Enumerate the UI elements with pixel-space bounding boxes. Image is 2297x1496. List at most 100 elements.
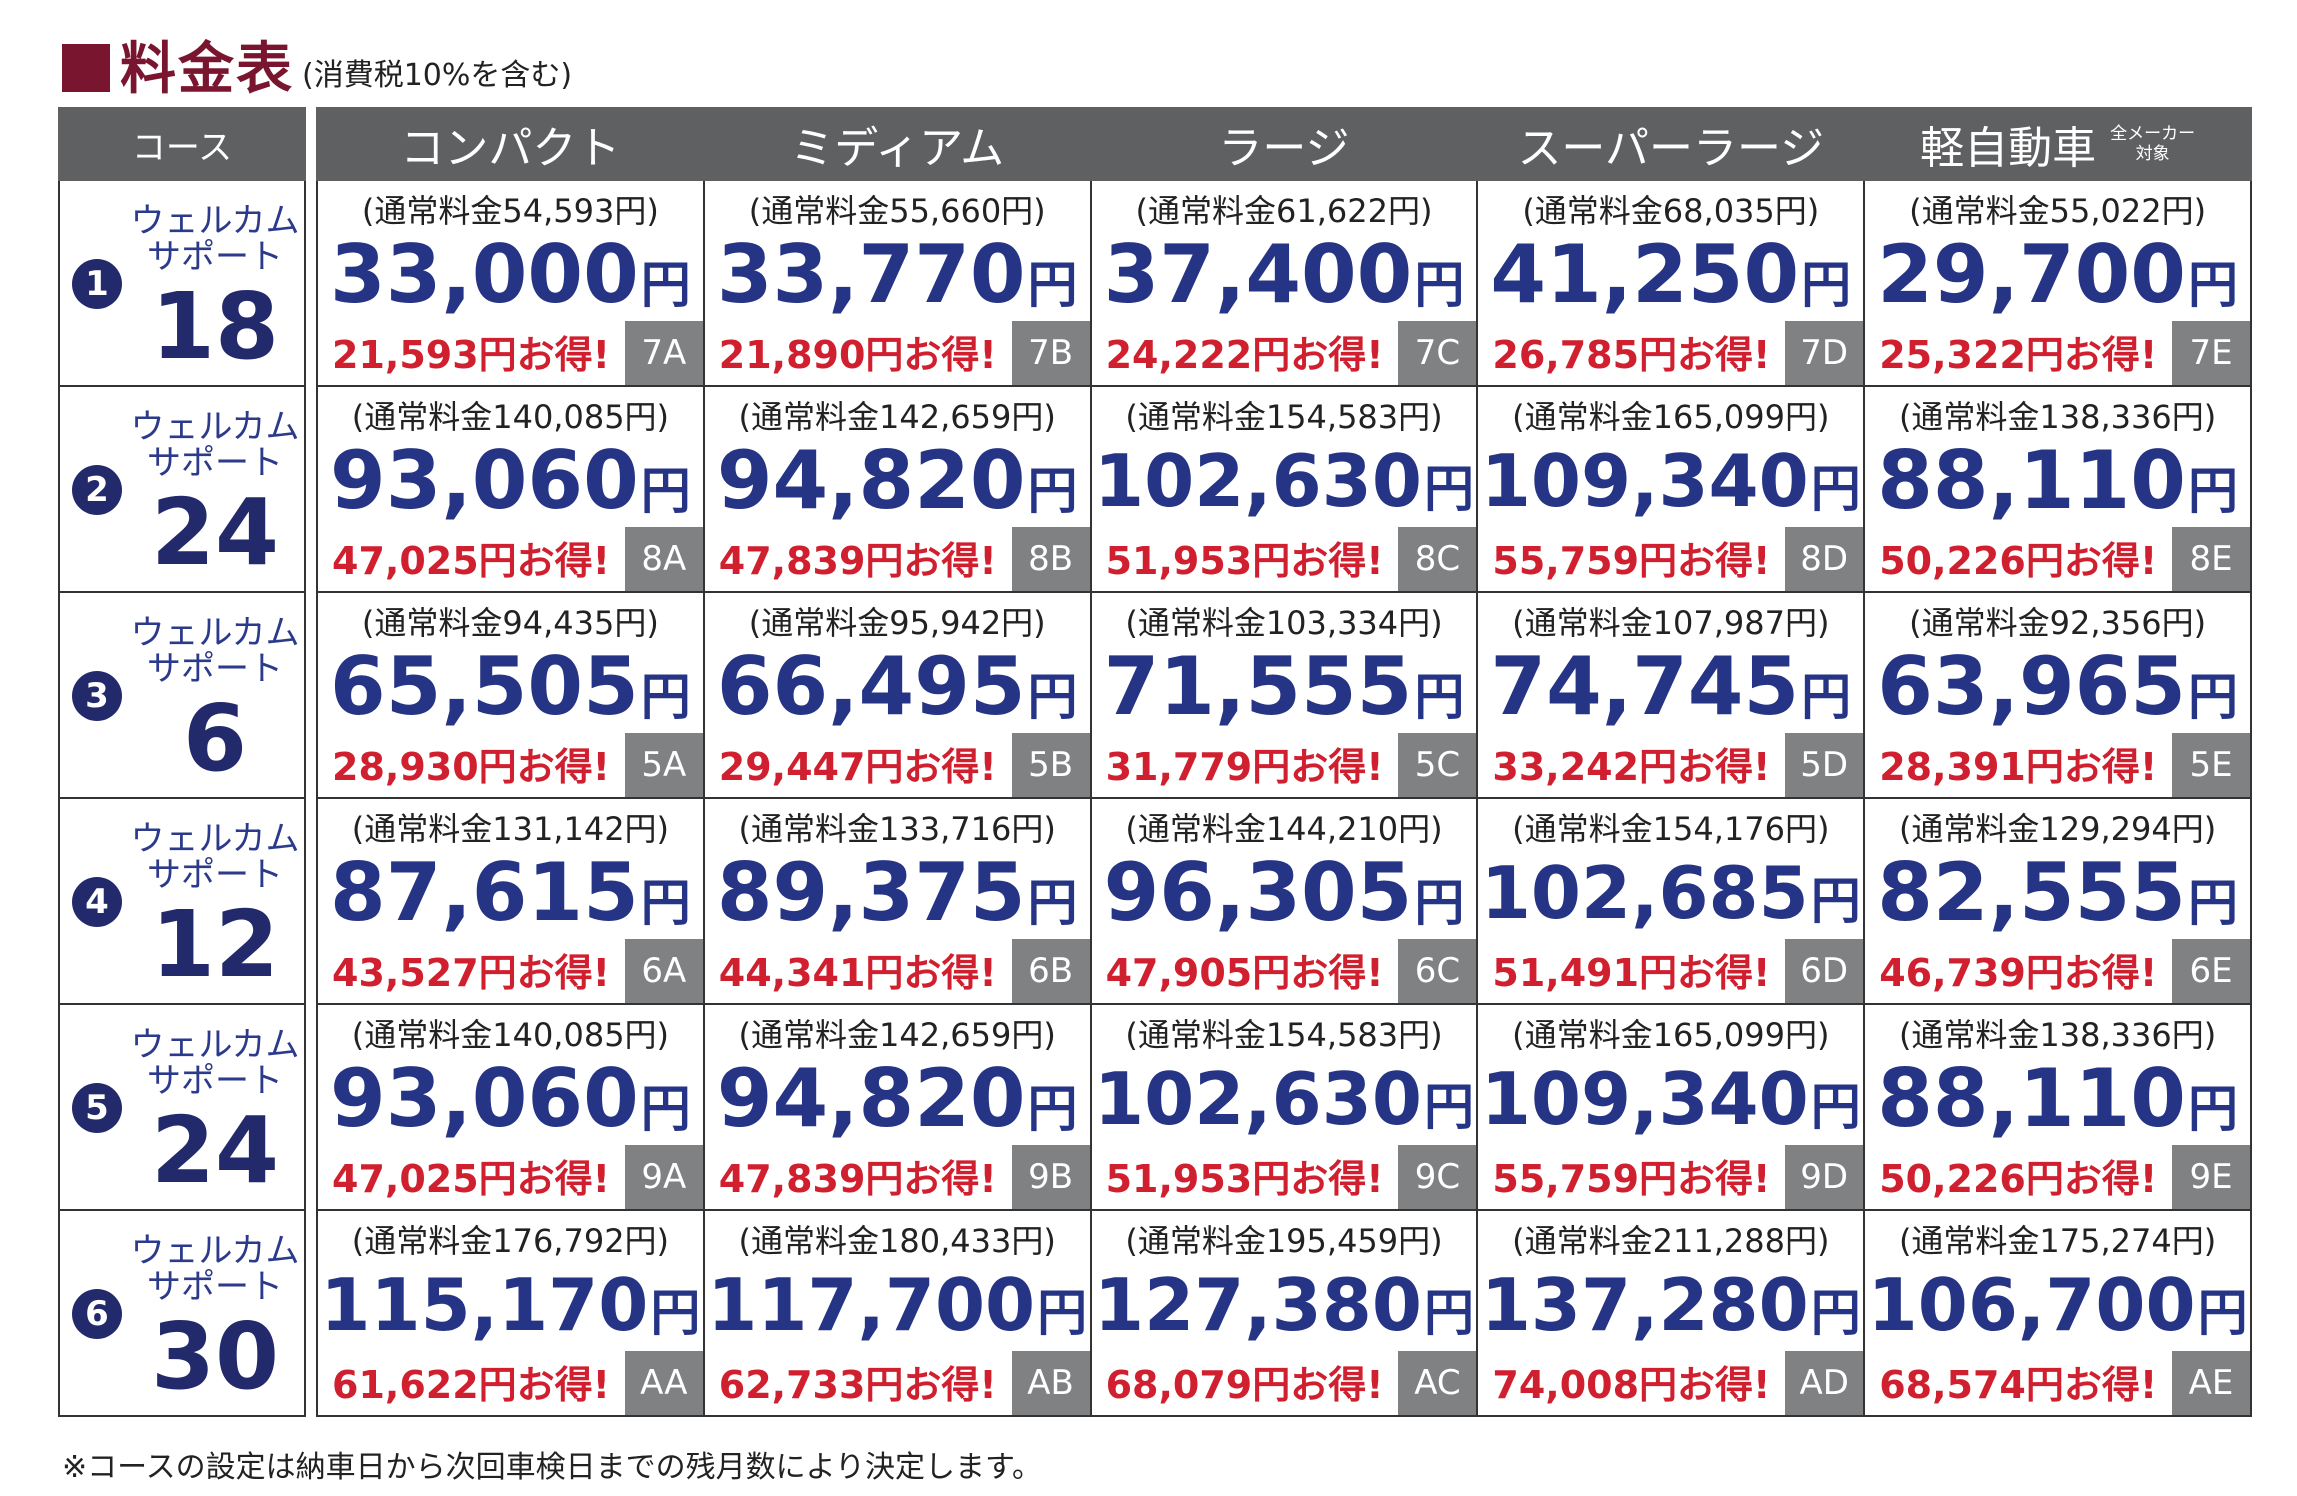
price-unit: 円 xyxy=(1027,668,1078,726)
course-cell: 2 ウェルカム サポート 24 xyxy=(58,385,306,593)
regular-price: (通常料金68,035円) xyxy=(1522,192,1820,230)
page-title: 料金表 (消費税10%を含む) xyxy=(62,22,572,102)
plan-code: 7C xyxy=(1398,321,1476,384)
course-months: 24 xyxy=(150,1097,280,1204)
discount-price: 127,380円 xyxy=(1093,1259,1476,1359)
title-subtitle: (消費税10%を含む) xyxy=(302,58,573,93)
course-row: 5 ウェルカム サポート 24 xyxy=(58,1003,306,1211)
column-header: スーパーラージ xyxy=(1476,107,1866,181)
price-unit: 円 xyxy=(2187,462,2238,520)
regular-price: (通常料金142,659円) xyxy=(738,1016,1056,1054)
price-value: 63,965 xyxy=(1877,640,2186,733)
price-value: 71,555 xyxy=(1103,640,1413,733)
plan-code: 5D xyxy=(1785,733,1863,796)
column-header-label: ミディアム xyxy=(790,123,1005,174)
column-header-note: 全メーカー 対象 xyxy=(2110,124,2196,164)
regular-price: (通常料金55,660円) xyxy=(748,192,1046,230)
saving-amount: 46,739円お得! xyxy=(1879,951,2158,995)
price-value: 74,745 xyxy=(1490,640,1800,733)
course-number-badge: 5 xyxy=(72,1083,122,1133)
price-cell: (通常料金129,294円) 82,555円 46,739円お得! 6E xyxy=(1863,797,2252,1005)
plan-code: 7B xyxy=(1011,321,1089,384)
saving-amount: 33,242円お得! xyxy=(1492,745,1771,789)
price-cell: (通常料金154,583円) 102,630円 51,953円お得! 9C xyxy=(1089,1003,1479,1211)
plan-code: 6E xyxy=(2172,939,2250,1002)
table-row: (通常料金131,142円) 87,615円 43,527円お得! 6A (通常料金13… xyxy=(316,797,2252,1005)
price-value: 93,060 xyxy=(330,1052,639,1145)
price-value: 29,700 xyxy=(1877,228,2186,321)
course-label: ウェルカム サポート xyxy=(130,407,300,483)
price-value: 89,375 xyxy=(716,846,1026,939)
price-value: 115,170 xyxy=(320,1263,649,1347)
price-unit: 円 xyxy=(640,668,691,726)
saving-amount: 28,930円お得! xyxy=(332,745,610,789)
price-cell: (通常料金180,433円) 117,700円 62,733円お得! AB xyxy=(702,1209,1092,1417)
discount-price: 115,170円 xyxy=(319,1259,702,1359)
saving-amount: 44,341円お得! xyxy=(718,951,997,995)
price-value: 117,700 xyxy=(707,1263,1036,1347)
saving-amount: 51,953円お得! xyxy=(1105,1157,1384,1201)
regular-price: (通常料金133,716円) xyxy=(738,810,1056,848)
plan-code: 7A xyxy=(624,321,702,384)
course-label: ウェルカム サポート xyxy=(130,1025,300,1101)
discount-price: 41,250円 xyxy=(1479,229,1862,331)
price-cell: (通常料金103,334円) 71,555円 31,779円お得! 5C xyxy=(1089,591,1479,799)
discount-price: 87,615円 xyxy=(319,847,702,949)
discount-price: 93,060円 xyxy=(319,435,702,537)
discount-price: 102,630円 xyxy=(1093,1053,1476,1153)
column-header: 軽自動車 全メーカー 対象 xyxy=(1863,107,2252,181)
plan-code: 8E xyxy=(2172,527,2250,590)
plan-code: 9D xyxy=(1785,1145,1863,1208)
course-months: 24 xyxy=(150,479,280,586)
regular-price: (通常料金95,942円) xyxy=(748,604,1046,642)
regular-price: (通常料金195,459円) xyxy=(1125,1222,1443,1260)
saving-amount: 62,733円お得! xyxy=(718,1363,997,1407)
saving-amount: 74,008円お得! xyxy=(1492,1363,1771,1407)
price-cell: (通常料金61,622円) 37,400円 24,222円お得! 7C xyxy=(1089,179,1479,387)
discount-price: 82,555円 xyxy=(1866,847,2249,949)
saving-amount: 21,890円お得! xyxy=(718,333,997,377)
price-cell: (通常料金92,356円) 63,965円 28,391円お得! 5E xyxy=(1863,591,2252,799)
column-header-label: スーパーラージ xyxy=(1517,123,1825,174)
footnote: ※コースの設定は納車日から次回車検日までの残月数により決定します。 xyxy=(62,1450,1043,1485)
column-header: ミディアム xyxy=(702,107,1092,181)
saving-amount: 68,574円お得! xyxy=(1879,1363,2158,1407)
table-row: (通常料金54,593円) 33,000円 21,593円お得! 7A (通常料金55,… xyxy=(316,179,2252,387)
saving-amount: 47,839円お得! xyxy=(718,539,997,583)
course-row: 6 ウェルカム サポート 30 xyxy=(58,1209,306,1417)
price-unit: 円 xyxy=(1810,1078,1861,1136)
regular-price: (通常料金138,336円) xyxy=(1898,398,2217,436)
plan-code: 5C xyxy=(1398,733,1476,796)
price-value: 88,110 xyxy=(1877,434,2186,527)
column-header-label: コンパクト xyxy=(400,123,621,174)
price-unit: 円 xyxy=(1414,668,1465,726)
column-header-label: ラージ xyxy=(1218,123,1350,174)
plan-code: 5B xyxy=(1011,733,1089,796)
course-number-badge: 4 xyxy=(72,877,122,927)
regular-price: (通常料金140,085円) xyxy=(351,1016,670,1054)
price-cell: (通常料金95,942円) 66,495円 29,447円お得! 5B xyxy=(702,591,1092,799)
regular-price: (通常料金211,288円) xyxy=(1512,1222,1830,1260)
course-cell: 1 ウェルカム サポート 18 xyxy=(58,179,306,387)
plan-code: AC xyxy=(1398,1351,1476,1414)
saving-amount: 28,391円お得! xyxy=(1879,745,2158,789)
price-value: 102,630 xyxy=(1094,439,1422,523)
discount-price: 89,375円 xyxy=(706,846,1089,949)
course-row: 2 ウェルカム サポート 24 xyxy=(58,385,306,593)
plan-code: 6C xyxy=(1398,939,1476,1002)
plan-code: 9B xyxy=(1011,1145,1089,1208)
column-header: コンパクト xyxy=(316,107,705,181)
discount-price: 66,495円 xyxy=(706,641,1089,743)
regular-price: (通常料金154,583円) xyxy=(1125,398,1443,436)
regular-price: (通常料金61,622円) xyxy=(1135,192,1433,230)
regular-price: (通常料金55,022円) xyxy=(1909,192,2207,230)
saving-amount: 55,759円お得! xyxy=(1492,1157,1771,1201)
price-unit: 円 xyxy=(1423,1078,1474,1136)
price-unit: 円 xyxy=(1810,1284,1861,1342)
price-cell: (通常料金154,583円) 102,630円 51,953円お得! 8C xyxy=(1089,385,1479,593)
price-cell: (通常料金211,288円) 137,280円 74,008円お得! AD xyxy=(1476,1209,1866,1417)
plan-code: 9C xyxy=(1398,1145,1476,1208)
course-months: 18 xyxy=(150,273,280,380)
course-months: 30 xyxy=(150,1303,280,1410)
price-cell: (通常料金94,435円) 65,505円 28,930円お得! 5A xyxy=(316,591,705,799)
